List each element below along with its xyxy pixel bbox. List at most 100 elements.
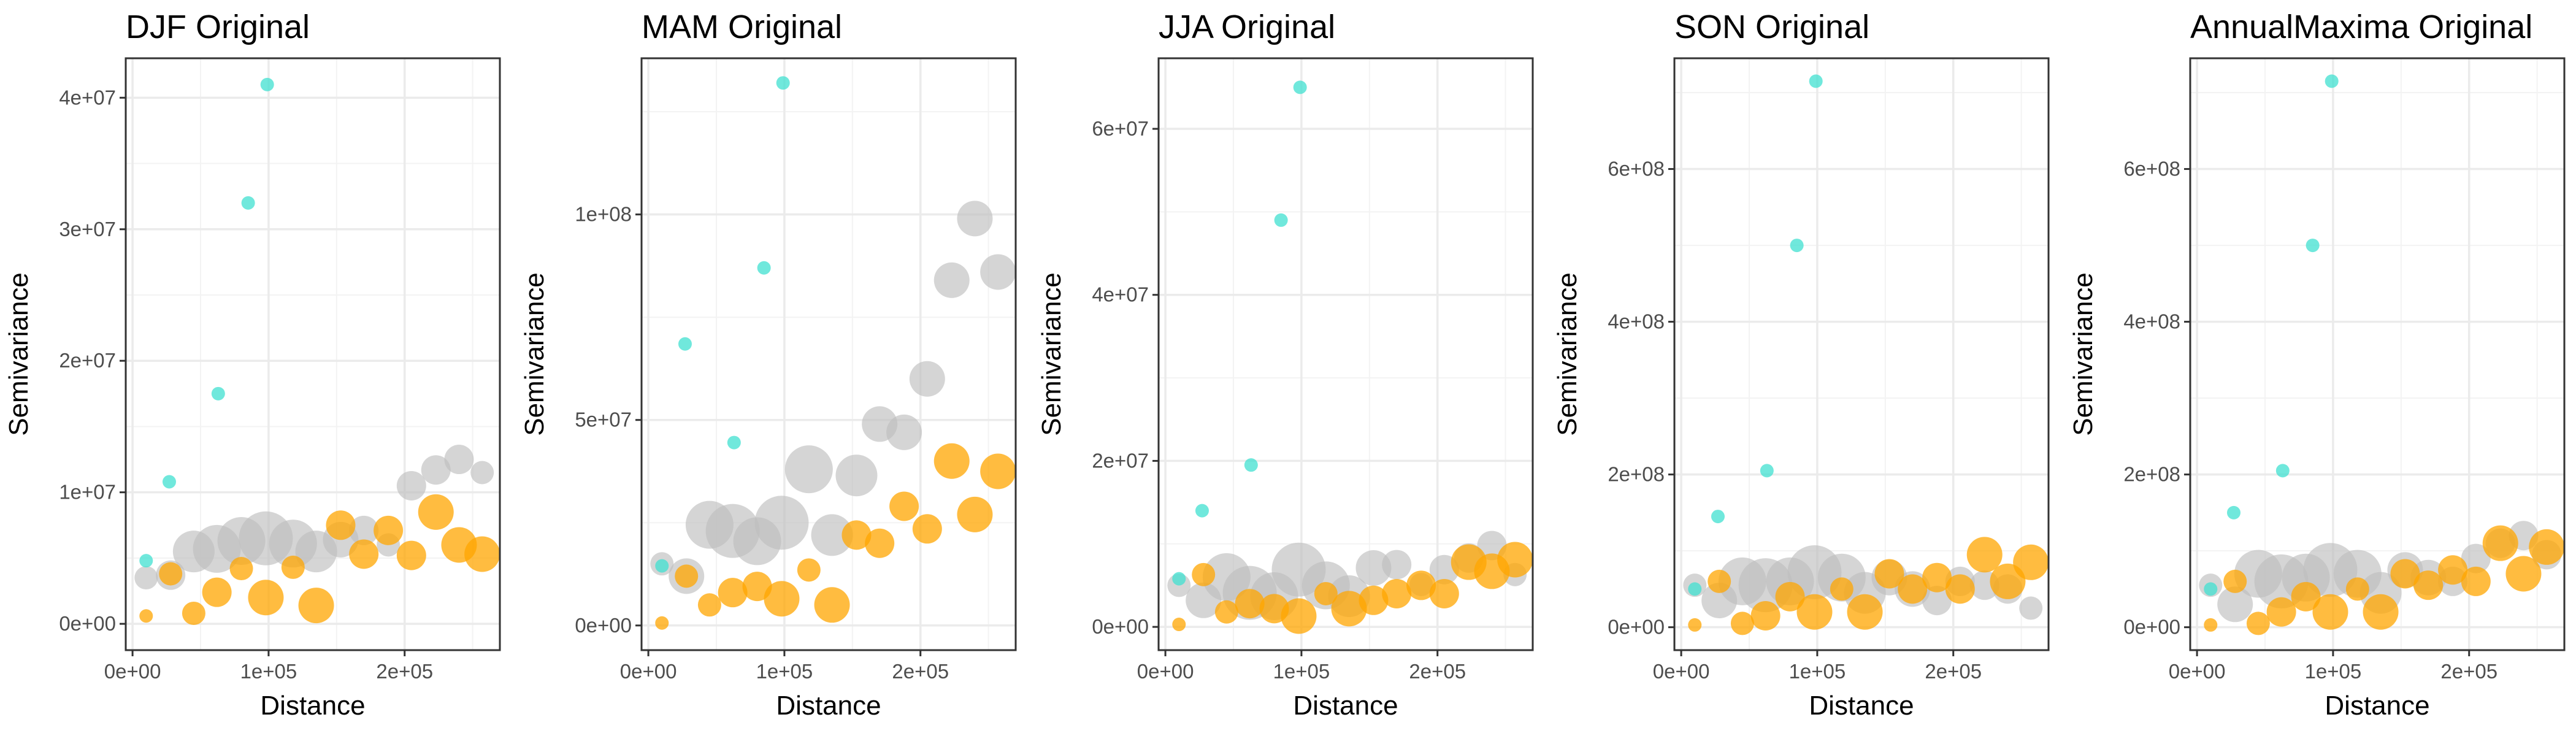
y-axis-title: Semivariance	[4, 272, 34, 436]
data-point	[1497, 542, 1533, 578]
panel-title: JJA Original	[1159, 9, 1335, 45]
data-point	[1945, 574, 1975, 604]
x-tick-label: 2e+05	[1925, 660, 1982, 683]
x-tick-label: 1e+05	[1789, 660, 1846, 683]
data-point	[2246, 611, 2270, 635]
data-point	[2482, 525, 2518, 561]
data-point	[159, 562, 183, 586]
data-point	[326, 510, 356, 540]
data-point	[1235, 589, 1265, 619]
plot-frame	[125, 57, 501, 651]
x-axis-title: Distance	[1293, 691, 1398, 721]
panel-5: 0e+00 1e+05 2e+05 0e+00 2e+08 4e+08 6e+08 Annua…	[2068, 9, 2566, 721]
data-point	[1874, 559, 1904, 589]
data-point	[1274, 213, 1288, 227]
x-tick-label: 1e+05	[1273, 660, 1330, 683]
data-point	[727, 435, 741, 450]
y-axis-title: Semivariance	[519, 272, 550, 436]
data-point	[1922, 562, 1952, 592]
data-point	[2217, 586, 2253, 623]
y-tick-label: 2e+07	[1092, 449, 1149, 472]
data-point	[2505, 556, 2542, 592]
data-point	[1429, 578, 1459, 608]
data-point	[1281, 598, 1317, 634]
data-point	[396, 540, 426, 570]
series-cyan	[139, 77, 274, 568]
data-point	[2275, 464, 2290, 478]
data-point	[1796, 594, 1833, 630]
data-point	[841, 520, 872, 550]
data-point	[464, 536, 500, 572]
data-point	[2438, 555, 2468, 585]
data-point	[1688, 582, 1702, 596]
data-point	[1359, 585, 1389, 615]
y-tick-label: 6e+08	[1608, 158, 1665, 180]
series-grey	[134, 445, 494, 590]
data-point	[1790, 239, 1804, 253]
data-point	[1809, 74, 1823, 88]
data-point	[444, 445, 474, 475]
data-point	[2291, 581, 2321, 611]
data-point	[2204, 618, 2218, 632]
series-cyan	[1172, 80, 1307, 586]
data-point	[933, 443, 970, 479]
data-point	[1331, 591, 1367, 627]
data-point	[1382, 578, 1412, 608]
data-point	[211, 386, 225, 401]
x-tick-label: 2e+05	[2440, 660, 2497, 683]
data-point	[1355, 550, 1392, 586]
data-point	[811, 514, 853, 556]
y-tick-label: 1e+08	[575, 203, 632, 226]
data-point	[2413, 570, 2444, 600]
data-point	[1708, 569, 1731, 593]
data-point	[1192, 562, 1216, 586]
data-point	[2363, 594, 2399, 630]
series-cyan	[655, 76, 790, 573]
y-tick-label: 0e+00	[1608, 616, 1665, 638]
panel-4: 0e+00 1e+05 2e+05 0e+00 2e+08 4e+08 6e+08 SON O…	[1552, 9, 2050, 721]
data-point	[1172, 572, 1186, 586]
data-point	[957, 201, 993, 237]
data-point	[2325, 74, 2339, 88]
data-point	[1830, 577, 1853, 601]
data-point	[281, 555, 305, 579]
y-tick-label: 6e+08	[2123, 158, 2180, 180]
series-orange	[139, 494, 500, 625]
panel-title: AnnualMaxima Original	[2190, 9, 2532, 45]
x-tick-label: 1e+05	[240, 660, 297, 683]
x-tick-label: 1e+05	[756, 660, 813, 683]
data-point	[2312, 594, 2348, 630]
data-point	[889, 491, 919, 521]
data-point	[2266, 597, 2296, 627]
panel-title: MAM Original	[642, 9, 842, 45]
y-tick-label: 4e+07	[59, 86, 116, 109]
data-point	[1775, 581, 1805, 611]
data-point	[2529, 529, 2565, 565]
data-point	[2223, 569, 2247, 593]
series-orange	[655, 443, 1016, 630]
data-point	[697, 593, 721, 617]
data-point	[742, 572, 772, 602]
data-point	[865, 528, 895, 558]
data-point	[912, 514, 942, 544]
data-point	[1966, 537, 2003, 573]
y-tick-label: 5e+07	[575, 408, 632, 431]
y-tick-label: 0e+00	[575, 614, 632, 637]
data-point	[298, 588, 334, 624]
data-point	[349, 515, 379, 545]
data-point	[784, 445, 833, 494]
plot-background	[642, 58, 1016, 650]
series-orange	[1172, 542, 1533, 634]
y-tick-label: 4e+08	[1608, 310, 1665, 333]
data-point	[1760, 464, 1774, 478]
data-point	[2345, 577, 2369, 601]
plot-frame	[2189, 57, 2566, 651]
data-point	[470, 461, 494, 485]
data-point	[1730, 611, 1754, 635]
data-point	[162, 475, 176, 489]
data-point	[1406, 570, 1436, 600]
panel-1: 0e+00 1e+05 2e+05 0e+00 1e+07 2e+07 3e+07 4e+07…	[4, 9, 501, 721]
data-point	[776, 76, 790, 90]
y-axis-title: Semivariance	[2068, 272, 2098, 436]
series-cyan	[1688, 74, 1823, 596]
